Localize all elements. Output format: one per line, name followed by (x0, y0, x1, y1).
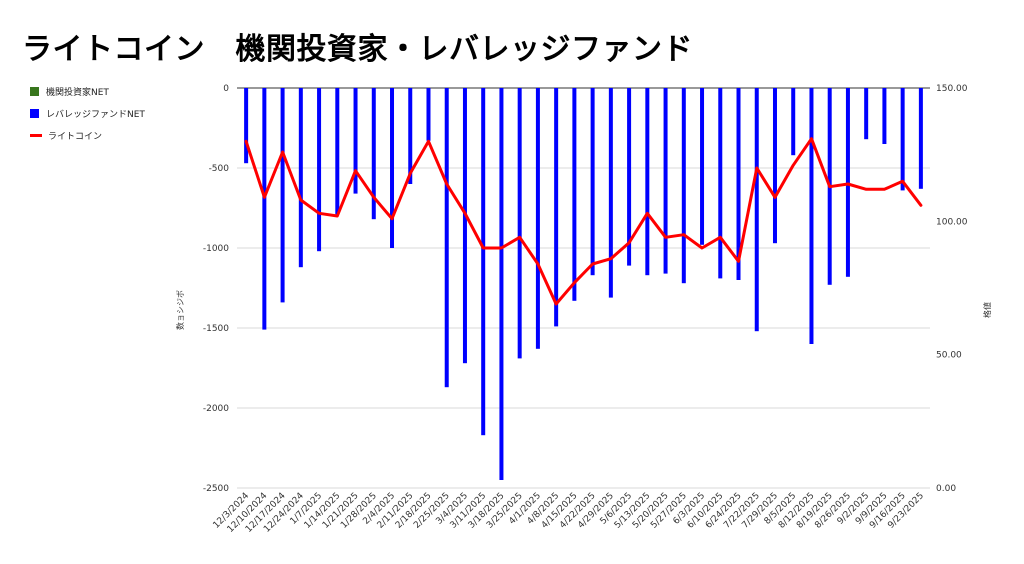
bar-leveraged (845, 88, 850, 277)
bar-leveraged (244, 88, 249, 164)
y-tick-label: -1500 (203, 324, 229, 334)
bar-leveraged (772, 88, 777, 244)
bar-leveraged (700, 88, 705, 245)
bar-leveraged (718, 88, 723, 279)
bars-leveraged (244, 88, 923, 480)
bar-leveraged (317, 88, 322, 252)
legend-swatch-institutional (30, 86, 39, 96)
legend-item-litecoin: ライトコイン (30, 124, 145, 146)
bar-leveraged (426, 88, 431, 141)
bar-leveraged (663, 88, 668, 274)
bar-leveraged (754, 88, 759, 332)
bar-leveraged (590, 88, 595, 276)
legend-swatch-litecoin (30, 133, 42, 137)
y-axis-label: 数ョシジボ (175, 290, 185, 330)
y-tick-label: -1000 (203, 244, 229, 254)
y-tick-label: 0 (223, 84, 229, 94)
bar-leveraged (481, 88, 486, 436)
bar-leveraged (809, 88, 814, 344)
bar-leveraged (262, 88, 267, 330)
y-tick-label: -2500 (203, 484, 229, 494)
legend-label-litecoin: ライトコイン (48, 131, 103, 142)
bar-leveraged (554, 88, 559, 327)
legend-item-institutional: 機関投資家NET (30, 80, 145, 102)
legend-label-institutional: 機関投資家NET (46, 87, 109, 98)
y2-tick-label: 0.00 (936, 484, 956, 494)
bar-leveraged (517, 88, 522, 359)
bar-leveraged (462, 88, 467, 364)
bar-leveraged (864, 88, 869, 140)
y2-tick-label: 100.00 (936, 217, 968, 227)
bar-leveraged (918, 88, 923, 189)
line-litecoin (244, 137, 923, 306)
bar-leveraged (572, 88, 577, 301)
bar-leveraged (681, 88, 686, 284)
bar-leveraged (335, 88, 340, 215)
bar-leveraged (298, 88, 303, 268)
bar-leveraged (408, 88, 413, 184)
y-axis-ticks: 0 -500 -1000 -1500 -2000 -2500 (203, 84, 229, 494)
legend: 機関投資家NET レバレッジファンドNET ライトコイン (30, 80, 145, 146)
y2-tick-label: 150.00 (936, 84, 968, 94)
bar-leveraged (499, 88, 504, 480)
bar-leveraged (371, 88, 376, 220)
bar-leveraged (736, 88, 741, 280)
bar-leveraged (900, 88, 905, 191)
bar-leveraged (882, 88, 887, 144)
bar-leveraged (791, 88, 796, 156)
x-axis-ticks: 12/3/202412/10/202412/17/202412/24/20241… (212, 491, 926, 535)
y2-tick-label: 50.00 (936, 351, 962, 361)
legend-item-leveraged: レバレッジファンドNET (30, 102, 145, 124)
bar-leveraged (353, 88, 358, 194)
y2-axis-label: 格値 (982, 302, 992, 318)
bar-leveraged (608, 88, 613, 298)
bar-leveraged (444, 88, 449, 388)
legend-label-leveraged: レバレッジファンドNET (46, 109, 145, 120)
chart-title: ライトコイン 機関投資家・レバレッジファンド (22, 32, 693, 67)
y-tick-label: -500 (209, 164, 230, 174)
y2-axis-ticks: 150.00 100.00 50.00 0.00 (936, 84, 968, 494)
y-tick-label: -2000 (203, 404, 229, 414)
bar-leveraged (390, 88, 395, 248)
bar-leveraged (645, 88, 650, 276)
bar-leveraged (280, 88, 285, 303)
bar-leveraged (627, 88, 632, 266)
gridlines (237, 87, 930, 489)
legend-swatch-leveraged (30, 108, 39, 118)
bar-leveraged (535, 88, 540, 349)
line-litecoin-path (244, 137, 923, 306)
